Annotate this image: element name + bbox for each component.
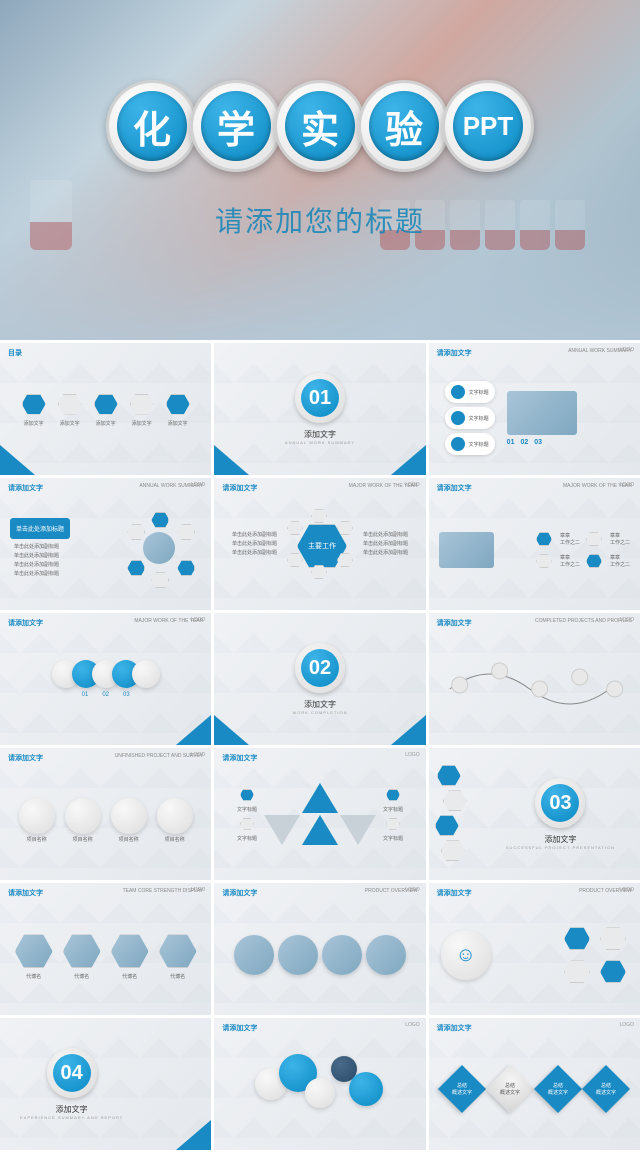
title-circles: 化 学 实 验 PPT <box>110 80 530 172</box>
title-char-4: 验 <box>358 80 450 172</box>
slide-section-01[interactable]: 01 添加文字 ANNUAL WORK SUMMARY <box>214 343 425 475</box>
slide-team-hex[interactable]: 请添加文字 MAJOR WORK OF THE YEAR LOGO 章章工作之二… <box>429 478 640 610</box>
slide-section-02[interactable]: 02 添加文字 WORK COMPLETION <box>214 613 425 745</box>
slide-timeline[interactable]: 请添加文字 COMPLETED PROJECTS AND PROFILES LO… <box>429 613 640 745</box>
section-number-04: 04 <box>47 1048 97 1098</box>
hero-slide: 化 学 实 验 PPT 请添加您的标题 <box>0 0 640 340</box>
slide-bluebox[interactable]: 请添加文字 ANNUAL WORK SUMMARY LOGO 单击此处添加标题 … <box>0 478 211 610</box>
title-char-1: 化 <box>106 80 198 172</box>
title-char-3: 实 <box>274 80 366 172</box>
slide-bubble-cluster[interactable]: 请添加文字 LOGO <box>214 1018 425 1150</box>
section-number-02: 02 <box>295 643 345 693</box>
slide-grid: 目录 添加文字 添加文字 添加文字 添加文字 添加文字 01 添加文字 ANNU… <box>0 340 640 1153</box>
slide-diamonds[interactable]: 请添加文字 LOGO 总结概述文字 总结概述文字 总结概述文字 总结概述文字 <box>429 1018 640 1150</box>
slide-figure-hex[interactable]: 请添加文字 PRODUCT OVERVIEW LOGO ☺ <box>429 883 640 1015</box>
title-char-5: PPT <box>442 80 534 172</box>
slide-overlap-circles[interactable]: 请添加文字 MAJOR WORK OF THE YEAR LOGO 010203 <box>0 613 211 745</box>
hero-subtitle: 请添加您的标题 <box>215 200 425 240</box>
slide-pills[interactable]: 请添加文字 ANNUAL WORK SUMMARY LOGO 文字标题 文字标题… <box>429 343 640 475</box>
section-number-01: 01 <box>295 373 345 423</box>
slide-hexcenter[interactable]: 请添加文字 MAJOR WORK OF THE YEAR LOGO 单击此处添加… <box>214 478 425 610</box>
section-number-03: 03 <box>535 778 585 828</box>
slide-4circles[interactable]: 请添加文字 UNFINISHED PROJECT AND SURVEY LOGO… <box>0 748 211 880</box>
slide-product-circles[interactable]: 请添加文字 PRODUCT OVERVIEW LOGO <box>214 883 425 1015</box>
title-char-2: 学 <box>190 80 282 172</box>
slide-section-03[interactable]: 03 添加文字 SUCCESSFUL PROJECT PRESENTATION <box>429 748 640 880</box>
slide-team-photos[interactable]: 请添加文字 TEAM CORE STRENGTH DISPLAY LOGO 代博… <box>0 883 211 1015</box>
slide-section-04[interactable]: 04 添加文字 EXPERIENCE SUMMARY AND REPORT <box>0 1018 211 1150</box>
slide-triangles[interactable]: 请添加文字 LOGO 文字标题文字标题 文字标题文字标题 <box>214 748 425 880</box>
slide-toc[interactable]: 目录 添加文字 添加文字 添加文字 添加文字 添加文字 <box>0 343 211 475</box>
